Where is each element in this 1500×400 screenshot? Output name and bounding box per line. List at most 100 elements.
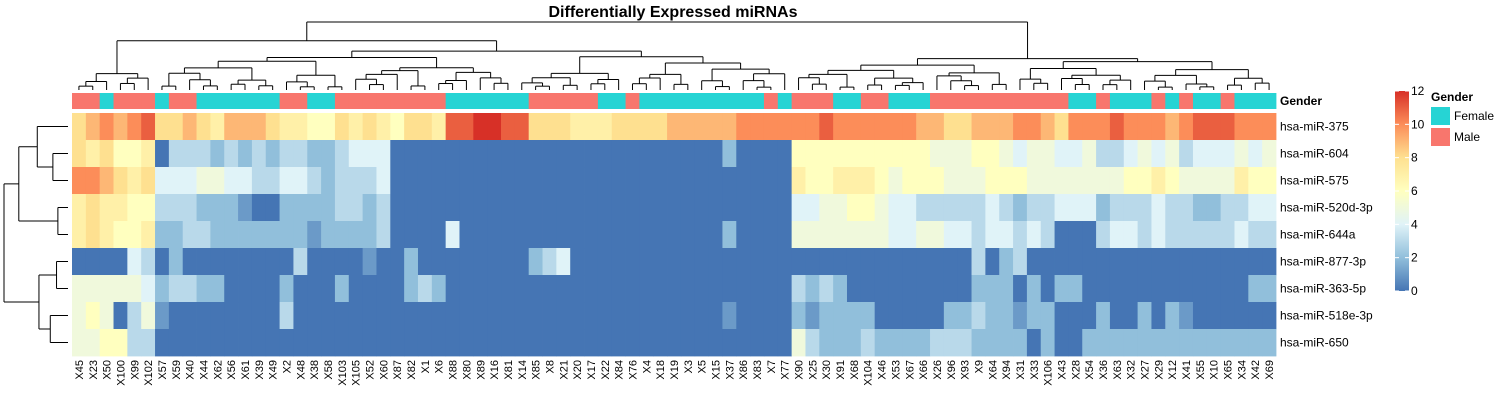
heatmap-cell — [1248, 167, 1263, 195]
column-dendrogram — [78, 21, 1270, 90]
heatmap-cell — [777, 113, 793, 141]
column-label: X12 — [1167, 360, 1179, 380]
heatmap-cell — [1192, 275, 1208, 303]
annotation-cell — [238, 93, 253, 109]
heatmap-cell — [141, 248, 156, 276]
heatmap-cell — [542, 248, 557, 276]
heatmap-cell — [168, 248, 184, 276]
column-label: X3 — [683, 360, 695, 373]
heatmap-cell — [805, 113, 820, 141]
heatmap-cell — [1179, 302, 1194, 330]
heatmap-cell — [957, 140, 972, 168]
heatmap-cell — [680, 221, 696, 249]
heatmap-cell — [888, 113, 903, 141]
heatmap-cell — [874, 140, 889, 168]
heatmap-cell — [1068, 113, 1083, 141]
annotation-cell — [487, 93, 502, 109]
heatmap-cell — [473, 275, 488, 303]
heatmap-cell — [584, 248, 599, 276]
annotation-cell — [210, 93, 225, 109]
annotation-cell — [888, 93, 903, 109]
heatmap-cell — [85, 194, 101, 222]
heatmap-cell — [251, 140, 267, 168]
heatmap-cell — [321, 140, 336, 168]
annotation-cell — [985, 93, 1000, 109]
annotation-cell — [736, 93, 751, 109]
heatmap-cell — [639, 221, 654, 249]
heatmap-cell — [334, 194, 350, 222]
heatmap-cell — [99, 248, 114, 276]
heatmap-cell — [251, 167, 267, 195]
heatmap-cell — [487, 302, 502, 330]
column-label: X48 — [295, 360, 307, 380]
heatmap-cell — [72, 329, 87, 357]
heatmap-cell — [902, 221, 917, 249]
heatmap-cell — [113, 221, 128, 249]
heatmap-cell — [238, 113, 253, 141]
heatmap-cell — [833, 113, 848, 141]
heatmap-cell — [639, 167, 654, 195]
column-label: X55 — [1195, 360, 1207, 380]
column-label: X105 — [351, 360, 363, 386]
heatmap-cell — [1262, 275, 1277, 303]
heatmap-cell — [694, 167, 709, 195]
heatmap-cell — [431, 167, 447, 195]
heatmap-cell — [1192, 113, 1208, 141]
column-label: X28 — [1070, 360, 1082, 380]
heatmap-cell — [763, 302, 779, 330]
heatmap-cell — [1234, 302, 1249, 330]
heatmap-cell — [279, 221, 294, 249]
column-label: X43 — [1057, 360, 1069, 380]
heatmap-cell — [1248, 221, 1263, 249]
heatmap-cell — [445, 248, 460, 276]
heatmap-cell — [487, 113, 502, 141]
heatmap-cell — [1040, 194, 1055, 222]
heatmap-cell — [473, 302, 488, 330]
heatmap-cell — [487, 248, 502, 276]
heatmap-cell — [1068, 167, 1083, 195]
annotation-cell — [473, 93, 488, 109]
column-label: X77 — [780, 360, 792, 380]
heatmap-cell — [930, 194, 945, 222]
heatmap-cell — [597, 221, 613, 249]
heatmap-cell — [888, 275, 903, 303]
column-label: X65 — [1223, 360, 1235, 380]
heatmap-cell — [819, 140, 834, 168]
column-label: X20 — [572, 360, 584, 380]
heatmap-cell — [501, 248, 516, 276]
heatmap-cell — [224, 194, 239, 222]
heatmap-cell — [501, 302, 516, 330]
heatmap-cell — [501, 140, 516, 168]
column-label: X60 — [378, 360, 390, 380]
heatmap-cell — [127, 167, 142, 195]
heatmap-cell — [570, 275, 585, 303]
heatmap-cell — [1040, 167, 1055, 195]
annotation-cell — [874, 93, 889, 109]
heatmap-cell — [155, 113, 170, 141]
heatmap-cell — [376, 194, 391, 222]
row-label: hsa-miR-363-5p — [1280, 282, 1366, 296]
heatmap-cell — [708, 302, 723, 330]
heatmap-cell — [182, 275, 197, 303]
heatmap-cell — [72, 140, 87, 168]
heatmap-cell — [1179, 221, 1194, 249]
heatmap-cell — [763, 248, 779, 276]
heatmap-cell — [819, 248, 834, 276]
heatmap-cell — [224, 302, 239, 330]
heatmap-cell — [99, 167, 114, 195]
heatmap-cell — [930, 113, 945, 141]
column-label: X54 — [1084, 360, 1096, 380]
heatmap-cell — [1123, 194, 1139, 222]
heatmap-cell — [514, 221, 530, 249]
heatmap-cell — [265, 248, 280, 276]
column-label: X86 — [738, 360, 750, 380]
heatmap-cell — [1026, 140, 1042, 168]
heatmap-cell — [1192, 167, 1208, 195]
heatmap-cell — [155, 167, 170, 195]
heatmap-cell — [1013, 329, 1028, 357]
heatmap-cell — [528, 221, 543, 249]
heatmap-cell — [653, 194, 668, 222]
annotation-cell — [1151, 93, 1166, 109]
heatmap-cell — [791, 221, 806, 249]
heatmap-cell — [625, 221, 640, 249]
